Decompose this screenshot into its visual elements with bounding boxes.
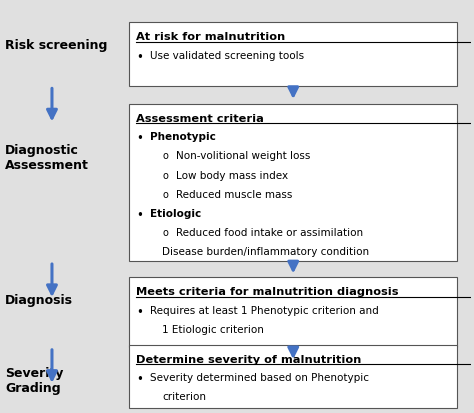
Text: Determine severity of malnutrition: Determine severity of malnutrition (137, 354, 362, 364)
Text: Phenotypic: Phenotypic (150, 132, 216, 142)
Text: Etiologic: Etiologic (150, 209, 201, 218)
Text: •: • (137, 305, 143, 318)
Text: Reduced muscle mass: Reduced muscle mass (176, 190, 292, 199)
Text: o: o (162, 170, 168, 180)
Text: 1 Etiologic criterion: 1 Etiologic criterion (162, 324, 264, 334)
Text: •: • (137, 132, 143, 145)
Text: Meets criteria for malnutrition diagnosis: Meets criteria for malnutrition diagnosi… (137, 287, 399, 297)
Text: Disease burden/inflammatory condition: Disease burden/inflammatory condition (162, 247, 369, 257)
Text: o: o (162, 190, 168, 199)
Text: •: • (137, 373, 143, 385)
Text: •: • (137, 50, 143, 64)
Text: Non-volitional weight loss: Non-volitional weight loss (176, 151, 310, 161)
Text: Severity determined based on Phenotypic: Severity determined based on Phenotypic (150, 373, 369, 382)
Text: o: o (162, 151, 168, 161)
FancyBboxPatch shape (129, 345, 457, 408)
Text: Diagnosis: Diagnosis (5, 294, 73, 307)
FancyBboxPatch shape (129, 278, 457, 347)
Text: Requires at least 1 Phenotypic criterion and: Requires at least 1 Phenotypic criterion… (150, 305, 379, 315)
Text: •: • (137, 209, 143, 221)
Text: Low body mass index: Low body mass index (176, 170, 288, 180)
Text: Reduced food intake or assimilation: Reduced food intake or assimilation (176, 228, 363, 237)
Text: Risk screening: Risk screening (5, 39, 108, 52)
Text: Use validated screening tools: Use validated screening tools (150, 50, 304, 60)
Text: o: o (162, 228, 168, 237)
FancyBboxPatch shape (129, 104, 457, 261)
Text: criterion: criterion (162, 392, 206, 401)
Text: At risk for malnutrition: At risk for malnutrition (137, 32, 285, 42)
Text: Diagnostic
Assessment: Diagnostic Assessment (5, 144, 89, 171)
Text: Severity
Grading: Severity Grading (5, 366, 64, 394)
FancyBboxPatch shape (129, 23, 457, 86)
Text: Assessment criteria: Assessment criteria (137, 114, 264, 123)
